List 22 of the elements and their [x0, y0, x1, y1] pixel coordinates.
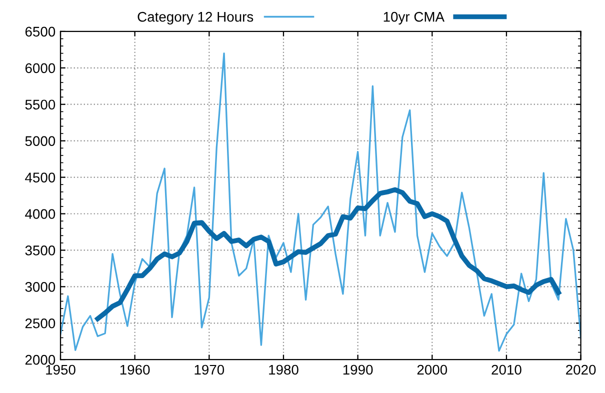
y-tick-label: 2000: [25, 354, 56, 365]
legend-label: 10yr CMA: [384, 12, 444, 24]
y-tick-label: 2500: [25, 318, 56, 328]
line-series: [60, 52, 581, 352]
x-tick-label: 1990: [343, 364, 373, 375]
y-tick-label: 3500: [25, 246, 56, 256]
y-tick-label: 3000: [25, 282, 56, 292]
y-tick-label: 6000: [25, 63, 56, 74]
y-tick-label: 6500: [25, 26, 56, 37]
x-tick-label: 2020: [566, 364, 596, 375]
x-tick-label: 2010: [492, 364, 522, 375]
x-tick-label: 1980: [269, 364, 298, 375]
x-tick-label: 1970: [194, 364, 224, 375]
y-tick-label: 4000: [25, 209, 56, 219]
x-tick-label: 1960: [120, 364, 150, 375]
line-series: [95, 187, 561, 322]
y-tick-label: 5000: [25, 136, 56, 146]
y-tick-label: 5500: [25, 100, 56, 110]
y-tick-label: 4500: [25, 172, 56, 182]
x-tick-label: 1950: [46, 364, 76, 375]
x-tick-label: 2000: [417, 364, 448, 375]
legend-label: Category 12 Hours: [138, 12, 254, 24]
